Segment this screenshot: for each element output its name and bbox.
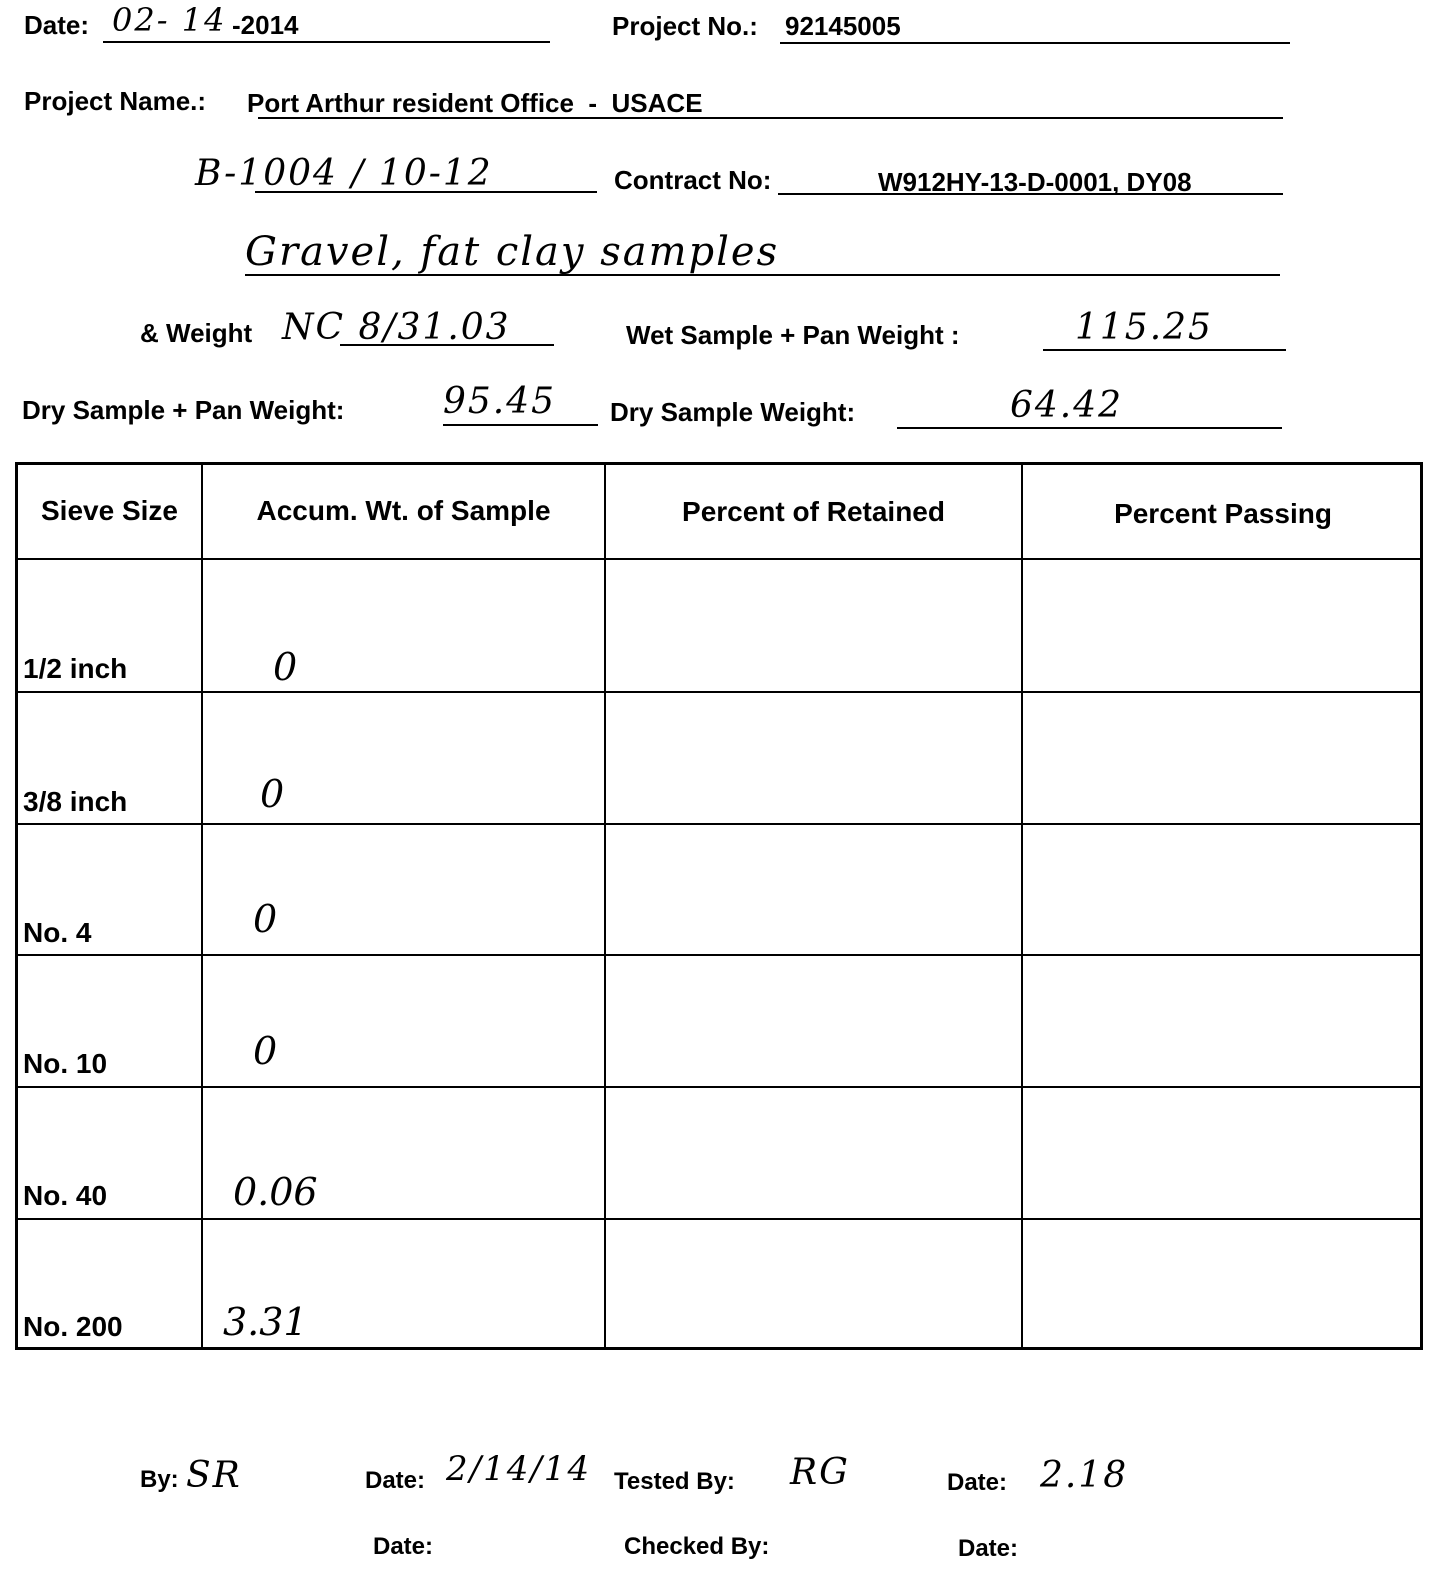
- project-name-value: Port Arthur resident Office - USACE: [247, 88, 703, 118]
- contract-no-label: Contract No:: [614, 165, 772, 195]
- date1-label: Date:: [365, 1467, 426, 1494]
- tested-by-label: Tested By:: [614, 1468, 735, 1495]
- accum-wt: 0: [253, 897, 278, 941]
- sieve-size: No. 4: [23, 917, 92, 948]
- by-signature: SR: [186, 1455, 242, 1496]
- row-divider: [18, 558, 1420, 560]
- wet-underline: [1043, 349, 1286, 351]
- sieve-size: 1/2 inch: [23, 653, 128, 684]
- accum-wt: 0: [253, 1029, 278, 1073]
- dry-pan-underline: [443, 424, 598, 426]
- description-handwritten: Gravel, fat clay samples: [245, 229, 780, 275]
- column-divider: [201, 465, 203, 1347]
- row-divider: [18, 823, 1420, 825]
- sieve-size: No. 40: [23, 1180, 108, 1211]
- by-label: By:: [140, 1466, 179, 1493]
- dry-weight-value: 64.42: [1010, 385, 1124, 426]
- dry-pan-value: 95.45: [443, 381, 557, 422]
- contract-no-value: W912HY-13-D-0001, DY08: [878, 167, 1192, 197]
- checked-by-label: Checked By:: [624, 1533, 770, 1560]
- sieve-size: No. 200: [23, 1311, 123, 1342]
- sieve-size: 3/8 inch: [23, 786, 128, 817]
- project-no-label: Project No.:: [612, 11, 758, 41]
- project-name-label: Project Name.:: [24, 86, 207, 116]
- date-label: Date:: [24, 10, 90, 40]
- row-divider: [18, 1086, 1420, 1088]
- date4-label: Date:: [958, 1535, 1019, 1562]
- date3-label: Date:: [373, 1533, 434, 1560]
- row-divider: [18, 1218, 1420, 1220]
- project-no-underline: [780, 42, 1290, 44]
- accum-wt: 0: [260, 772, 285, 816]
- header-sieve-size: Sieve Size: [41, 495, 178, 526]
- wet-sample-value: 115.25: [1075, 307, 1213, 348]
- dry-weight-underline: [897, 427, 1282, 429]
- column-divider: [604, 465, 606, 1347]
- date1-value: 2/14/14: [446, 1449, 592, 1489]
- sieve-size: No. 10: [23, 1048, 108, 1079]
- sieve-table: Sieve Size Accum. Wt. of Sample Percent …: [15, 462, 1423, 1350]
- project-no-value: 92145005: [785, 11, 901, 41]
- header-percent-retained: Percent of Retained: [682, 496, 945, 527]
- dry-weight-label: Dry Sample Weight:: [610, 397, 856, 427]
- row-divider: [18, 691, 1420, 693]
- wet-sample-label: Wet Sample + Pan Weight :: [626, 320, 960, 350]
- header-accum-wt: Accum. Wt. of Sample: [256, 495, 551, 526]
- date2-value: 2.18: [1040, 1455, 1129, 1496]
- project-name-underline: [258, 117, 1283, 119]
- row-divider: [18, 954, 1420, 956]
- date-underline: [103, 41, 550, 43]
- weight-handwritten: NC 8/31.03: [282, 307, 511, 348]
- boring-sample-handwritten: B-1004 / 10-12: [195, 153, 493, 194]
- accum-wt: 0: [273, 645, 298, 689]
- weight-underline: [340, 344, 554, 346]
- dry-pan-label: Dry Sample + Pan Weight:: [22, 395, 345, 425]
- date2-label: Date:: [947, 1469, 1008, 1496]
- tested-by-signature: RG: [790, 1452, 850, 1493]
- weight-label: & Weight: [140, 318, 253, 348]
- header-percent-passing: Percent Passing: [1114, 498, 1332, 529]
- accum-wt: 0.06: [233, 1170, 318, 1214]
- column-divider: [1021, 465, 1023, 1347]
- date-handwritten: 02- 14: [112, 1, 227, 39]
- accum-wt: 3.31: [223, 1300, 308, 1344]
- boring-underline: [255, 191, 597, 193]
- description-underline: [245, 274, 1280, 276]
- contract-underline: [778, 193, 1283, 195]
- date-year: -2014: [232, 10, 299, 40]
